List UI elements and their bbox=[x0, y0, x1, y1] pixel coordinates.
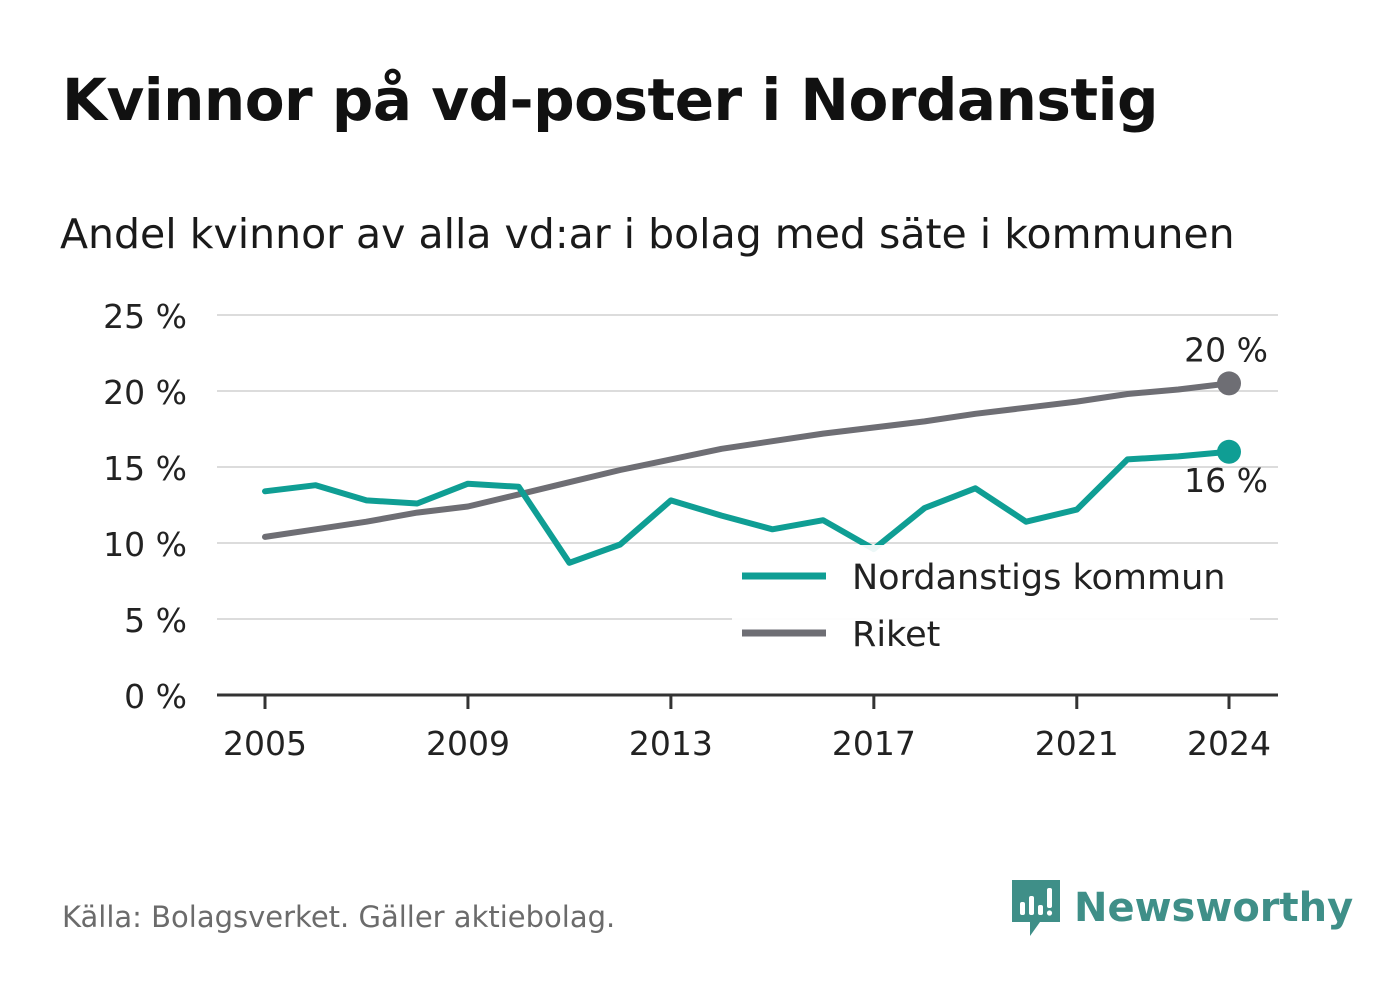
x-tick-label: 2005 bbox=[223, 724, 307, 763]
legend-label: Riket bbox=[852, 615, 940, 655]
y-tick-label: 10 % bbox=[103, 525, 187, 564]
legend-label: Nordanstigs kommun bbox=[852, 558, 1225, 598]
end-marker-nordanstigs-kommun bbox=[1217, 439, 1241, 464]
x-tick-label: 2013 bbox=[629, 724, 713, 763]
x-tick-label: 2017 bbox=[832, 724, 916, 763]
y-tick-label: 5 % bbox=[124, 601, 187, 640]
end-value-label: 16 % bbox=[1184, 461, 1268, 500]
newsworthy-logo: Newsworthy bbox=[1010, 878, 1353, 938]
series-line-nordanstigs-kommun bbox=[262, 448, 1232, 566]
end-value-label: 20 % bbox=[1184, 330, 1268, 369]
source-note: Källa: Bolagsverket. Gäller aktiebolag. bbox=[62, 900, 616, 934]
legend-box bbox=[732, 545, 1250, 657]
x-tick-label: 2009 bbox=[426, 724, 510, 763]
y-tick-label: 25 % bbox=[103, 297, 187, 336]
series-line-riket bbox=[262, 380, 1232, 540]
chart-subtitle: Andel kvinnor av alla vd:ar i bolag med … bbox=[60, 210, 1235, 258]
y-tick-label: 0 % bbox=[124, 677, 187, 716]
end-marker-riket bbox=[1217, 371, 1241, 396]
newsworthy-logo-icon bbox=[1012, 880, 1060, 936]
x-tick-label: 2021 bbox=[1035, 724, 1119, 763]
y-tick-label: 15 % bbox=[103, 449, 187, 488]
y-tick-label: 20 % bbox=[103, 373, 187, 412]
brand-name: Newsworthy bbox=[1074, 885, 1354, 931]
x-tick-label: 2024 bbox=[1187, 724, 1271, 763]
chart-title: Kvinnor på vd-poster i Nordanstig bbox=[62, 66, 1159, 134]
